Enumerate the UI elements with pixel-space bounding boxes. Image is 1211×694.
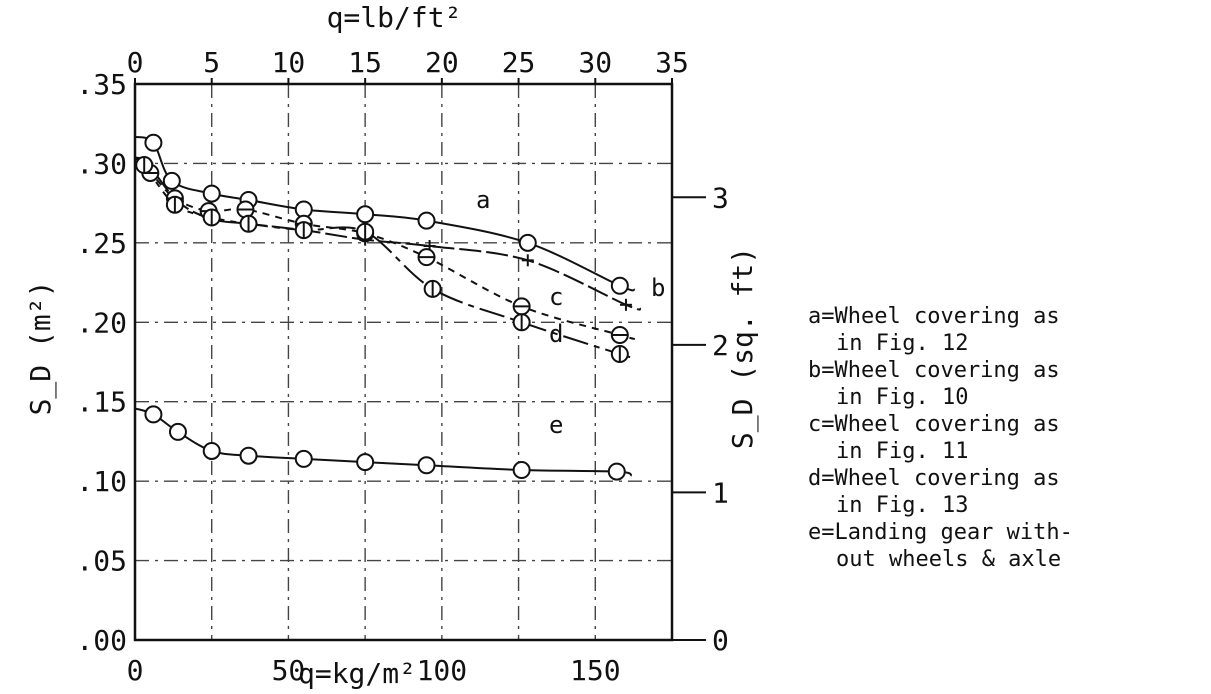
legend-entry-b-line1: b=Wheel covering as <box>808 358 1060 383</box>
left-tick-label: .05 <box>76 545 127 578</box>
bottom-tick-label: 0 <box>127 654 144 687</box>
top-tick-label: 15 <box>348 46 382 79</box>
series-a-point <box>202 184 221 203</box>
right-tick-label: 0 <box>712 624 729 657</box>
legend-entry-d-line2: in Fig. 13 <box>836 493 969 518</box>
legend-entry-e-line1: e=Landing gear with- <box>808 520 1073 545</box>
bottom-tick-label: 150 <box>570 654 621 687</box>
top-tick-label: 35 <box>655 46 689 79</box>
series-c-point <box>512 297 531 316</box>
legend-entry-c-line2: in Fig. 11 <box>836 439 969 464</box>
top-tick-label: 30 <box>578 46 612 79</box>
left-tick-label: .20 <box>76 306 127 339</box>
legend-entry-b: b=Wheel covering as in Fig. 10 <box>808 357 1073 411</box>
left-tick-label: .35 <box>76 68 127 101</box>
top-tick-label: 5 <box>203 46 220 79</box>
left-tick-label: .10 <box>76 465 127 498</box>
series-d-point <box>202 208 221 227</box>
series-b-line <box>134 156 642 311</box>
series-e-point <box>202 441 221 460</box>
top-tick-label: 20 <box>425 46 459 79</box>
legend-entry-d: d=Wheel covering as in Fig. 13 <box>808 465 1073 519</box>
series-b-point <box>521 254 534 267</box>
right-axis-label: S_D (sq. ft) <box>726 247 760 449</box>
series-label-a: a <box>476 186 490 214</box>
series-markers <box>135 133 632 481</box>
series-e-point <box>168 422 187 441</box>
series-a-point <box>162 171 181 190</box>
top-axis-label: q=lb/ft² <box>327 1 462 34</box>
series-e-point <box>512 461 531 480</box>
plot-frame <box>133 82 674 642</box>
series-c-point <box>610 325 629 344</box>
top-tick-label: 25 <box>502 46 536 79</box>
legend-entry-e: e=Landing gear with- out wheels & axle <box>808 519 1073 573</box>
top-tick-label: 10 <box>272 46 306 79</box>
right-tick-label: 1 <box>712 476 729 509</box>
series-a-point <box>144 133 163 152</box>
left-tick-label: .00 <box>76 624 127 657</box>
series-e-point <box>144 405 163 424</box>
right-tick-label: 2 <box>712 329 729 362</box>
series-c-point <box>417 248 436 267</box>
legend-entry-a-line1: a=Wheel covering as <box>808 304 1060 329</box>
series-label-e: e <box>549 411 563 439</box>
top-tick-label: 0 <box>127 46 144 79</box>
series-d-point <box>135 156 154 175</box>
series-a-point <box>417 211 436 230</box>
legend-entry-b-line2: in Fig. 10 <box>836 385 969 410</box>
plot-border <box>133 82 674 642</box>
series-d-point <box>239 214 258 233</box>
left-tick-label: .25 <box>76 227 127 260</box>
bottom-tick-label: 100 <box>417 654 468 687</box>
series-a-point <box>518 233 537 252</box>
right-tick-label: 3 <box>712 181 729 214</box>
left-axis-label: S_D (m²) <box>24 281 58 416</box>
series-e-point <box>294 449 313 468</box>
legend: a=Wheel covering as in Fig. 12 b=Wheel c… <box>808 303 1073 573</box>
legend-entry-e-line2: out wheels & axle <box>836 547 1062 572</box>
series-d-point <box>423 279 442 298</box>
legend-entry-a: a=Wheel covering as in Fig. 12 <box>808 303 1073 357</box>
series-label-d: d <box>549 320 563 348</box>
bottom-tick-label: 50 <box>272 654 306 687</box>
series-b-point <box>619 298 632 311</box>
legend-entry-c: c=Wheel covering as in Fig. 11 <box>808 411 1073 465</box>
series-label-c: c <box>549 283 563 311</box>
grid-lines <box>135 84 672 640</box>
legend-entry-d-line1: d=Wheel covering as <box>808 466 1060 491</box>
series-d-point <box>610 345 629 364</box>
series-e-point <box>239 446 258 465</box>
left-tick-label: .15 <box>76 386 127 419</box>
legend-entry-c-line1: c=Wheel covering as <box>808 412 1060 437</box>
left-tick-label: .30 <box>76 147 127 180</box>
series-e-point <box>356 453 375 472</box>
legend-entry-a-line2: in Fig. 12 <box>836 331 969 356</box>
series-d-point <box>512 313 531 332</box>
series-c-point <box>236 200 255 219</box>
series-d-point <box>294 221 313 240</box>
series-e-point <box>607 462 626 481</box>
series-d-point <box>356 222 375 241</box>
series-e-point <box>417 456 436 475</box>
series-label-b: b <box>651 274 665 302</box>
series-d-point <box>165 195 184 214</box>
series-a-point <box>610 276 629 295</box>
bottom-axis-label: q=kg/m² <box>298 657 416 690</box>
series-a-point <box>356 205 375 224</box>
